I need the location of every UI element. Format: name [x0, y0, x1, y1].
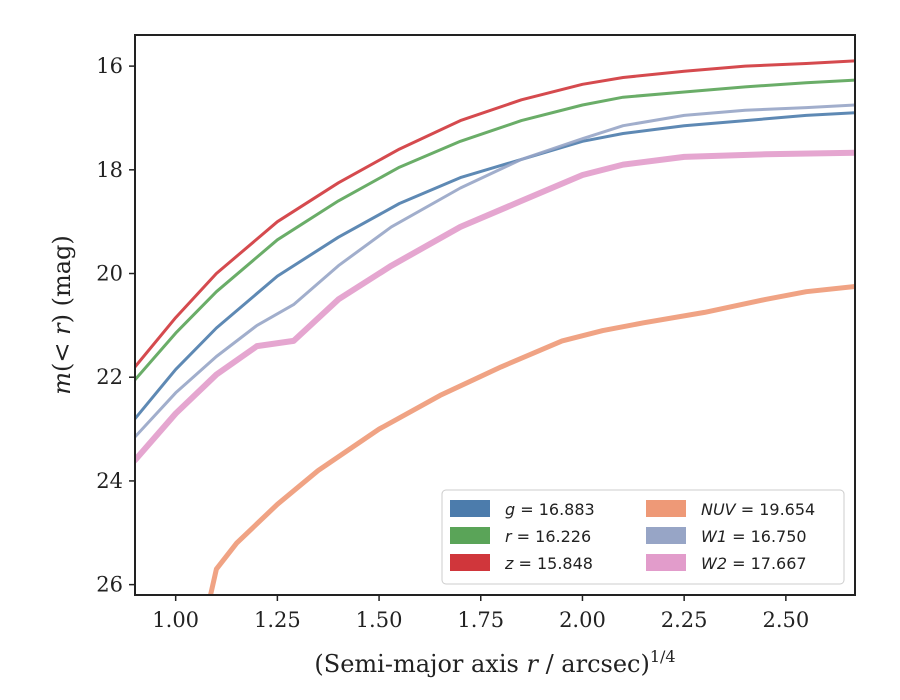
series-line-g — [135, 111, 855, 421]
series-line-z — [135, 59, 855, 369]
x-tick-label: 2.00 — [559, 608, 606, 632]
legend-swatch-w2 — [646, 554, 686, 571]
legend: g = 16.883 r = 16.226 z = 15.848 NUV = 19.6… — [441, 489, 845, 585]
x-tick-label: 1.50 — [356, 608, 403, 632]
y-axis: 16 18 20 22 24 26 — [96, 54, 135, 597]
plot-frame — [134, 34, 856, 596]
x-tick-label: 1.75 — [457, 608, 504, 632]
y-tick-label: 26 — [96, 573, 123, 597]
legend-label-w1: W1 = 16.750 — [701, 527, 807, 546]
y-tick-label: 16 — [96, 54, 123, 78]
legend-swatch-nuv — [646, 500, 686, 517]
y-tick-label: 18 — [96, 158, 123, 182]
x-tick-label: 2.25 — [661, 608, 708, 632]
legend-label-r: r = 16.226 — [505, 527, 591, 546]
legend-label-g: g = 16.883 — [505, 500, 595, 519]
x-tick-label: 1.25 — [254, 608, 301, 632]
legend-box — [441, 489, 845, 585]
x-axis: 1.00 1.25 1.50 1.75 2.00 2.25 2.50 — [152, 595, 809, 632]
x-axis-label: (Semi-major axis r / arcsec)1/4 — [314, 647, 675, 678]
legend-label-z: z = 15.848 — [504, 554, 593, 573]
series-layer — [135, 59, 855, 595]
series-line-w2 — [135, 149, 855, 464]
x-tick-label: 1.00 — [152, 608, 199, 632]
series-line-r — [135, 78, 855, 382]
y-axis-label: m(< r) (mag) — [48, 235, 76, 395]
legend-label-nuv: NUV = 19.654 — [701, 500, 815, 519]
y-tick-label: 20 — [96, 262, 123, 286]
legend-swatch-w1 — [646, 527, 686, 544]
series-line-nuv — [207, 284, 855, 595]
legend-swatch-g — [450, 500, 490, 517]
series-line-w1 — [135, 103, 855, 439]
x-tick-label: 2.50 — [762, 608, 809, 632]
legend-label-w2: W2 = 17.667 — [701, 554, 807, 573]
y-tick-label: 24 — [96, 469, 123, 493]
legend-swatch-z — [450, 554, 490, 571]
legend-swatch-r — [450, 527, 490, 544]
y-tick-label: 22 — [96, 365, 123, 389]
